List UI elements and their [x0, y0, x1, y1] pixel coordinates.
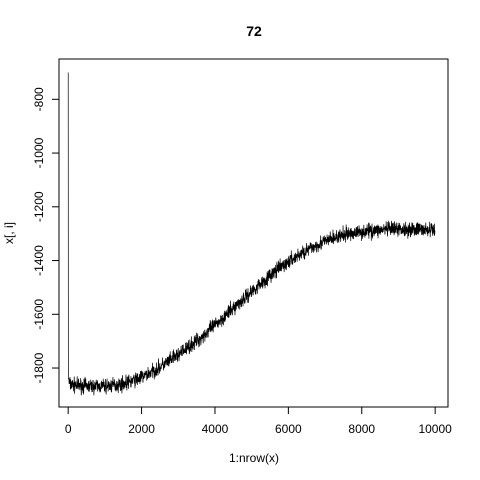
plot-area: [67, 72, 436, 396]
y-tick-label: -1000: [32, 137, 46, 168]
x-tick-label: 10000: [418, 422, 452, 436]
plot-frame: [58, 58, 449, 408]
y-tick-label: -1200: [32, 191, 46, 222]
y-tick-label: -800: [32, 87, 46, 111]
x-axis: 0 2000 4000 6000 8000 10000: [65, 406, 452, 436]
y-axis: -1800 -1600 -1400 -1200 -1000 -800: [32, 87, 60, 383]
y-axis-label: x[, i]: [2, 222, 16, 244]
y-tick-label: -1400: [32, 245, 46, 276]
x-tick-label: 8000: [348, 422, 375, 436]
y-tick-label: -1600: [32, 299, 46, 330]
y-tick-label: -1800: [32, 352, 46, 383]
x-tick-label: 2000: [128, 422, 155, 436]
x-axis-label: 1:nrow(x): [229, 451, 279, 465]
x-tick-label: 0: [65, 422, 72, 436]
series-line: [67, 72, 436, 396]
chart-title: 72: [246, 23, 262, 39]
x-tick-label: 6000: [275, 422, 302, 436]
x-tick-label: 4000: [202, 422, 229, 436]
